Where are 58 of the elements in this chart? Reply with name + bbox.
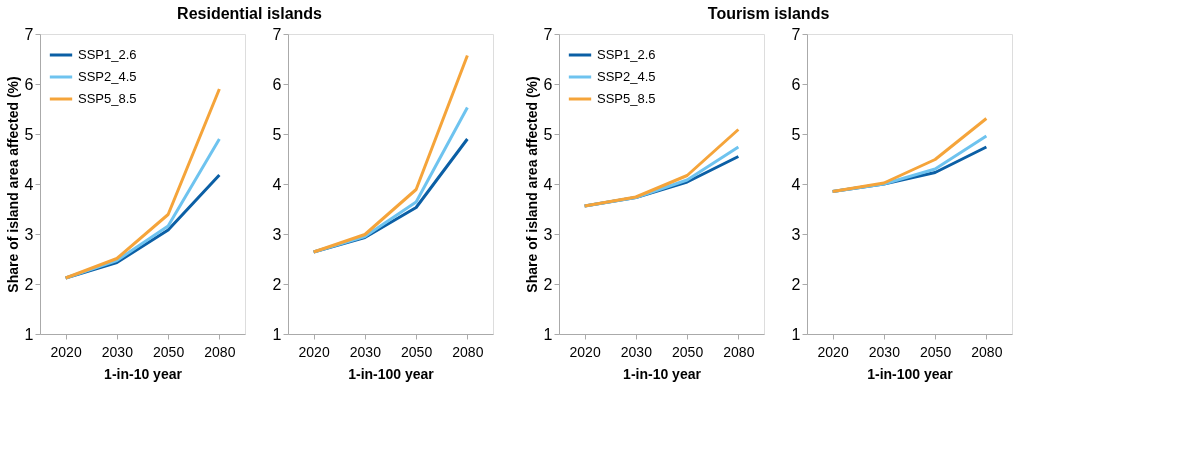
x-tick-label: 2080	[204, 343, 236, 360]
x-tick-label: 2030	[868, 343, 901, 360]
x-tick-label: 2050	[153, 343, 185, 360]
y-axis-title: Share of island area affected (%)	[4, 76, 21, 293]
x-axis-title: 1-in-10 year	[104, 365, 183, 382]
y-tick-label: 7	[24, 25, 34, 43]
y-tick-label: 6	[791, 75, 801, 93]
x-tick-label: 2020	[50, 343, 82, 360]
y-tick-label: 2	[272, 275, 282, 293]
y-tick-label: 3	[543, 225, 553, 243]
x-axis-title: 1-in-100 year	[867, 365, 954, 382]
y-tick-label: 3	[791, 225, 801, 243]
y-tick-label: 4	[791, 175, 801, 193]
x-tick-label: 2030	[349, 343, 382, 360]
chart-title: Tourism islands	[707, 4, 830, 22]
y-tick-label: 6	[272, 75, 282, 93]
legend-label: SSP5_8.5	[78, 91, 137, 106]
y-tick-label: 4	[543, 175, 553, 193]
x-tick-label: 2080	[723, 343, 755, 360]
x-tick-label: 2080	[452, 343, 484, 360]
y-tick-label: 6	[24, 75, 34, 93]
x-tick-label: 2080	[971, 343, 1003, 360]
y-tick-label: 3	[24, 225, 34, 243]
y-tick-label: 1	[24, 325, 34, 343]
x-tick-label: 2020	[298, 343, 330, 360]
x-tick-label: 2050	[401, 343, 433, 360]
y-tick-label: 2	[543, 275, 553, 293]
y-tick-label: 5	[791, 125, 801, 143]
chart-title: Residential islands	[177, 4, 323, 22]
legend-label: SSP1_2.6	[597, 47, 656, 62]
x-tick-label: 2020	[569, 343, 601, 360]
legend-label: SSP1_2.6	[78, 47, 137, 62]
y-tick-label: 7	[272, 25, 282, 43]
y-tick-label: 4	[24, 175, 34, 193]
legend-label: SSP2_4.5	[78, 69, 137, 84]
y-tick-label: 7	[791, 25, 801, 43]
x-tick-label: 2020	[817, 343, 849, 360]
y-tick-label: 5	[24, 125, 34, 143]
y-tick-label: 4	[272, 175, 282, 193]
y-tick-label: 7	[543, 25, 553, 43]
y-tick-label: 1	[272, 325, 282, 343]
x-tick-label: 2030	[620, 343, 653, 360]
y-axis-title: Share of island area affected (%)	[523, 76, 540, 293]
y-tick-label: 2	[24, 275, 34, 293]
y-tick-label: 5	[272, 125, 282, 143]
y-tick-label: 2	[791, 275, 801, 293]
y-tick-label: 6	[543, 75, 553, 93]
legend-label: SSP2_4.5	[597, 69, 656, 84]
x-tick-label: 2030	[101, 343, 134, 360]
y-tick-label: 5	[543, 125, 553, 143]
y-tick-label: 1	[791, 325, 801, 343]
x-axis-title: 1-in-10 year	[623, 365, 702, 382]
y-tick-label: 1	[543, 325, 553, 343]
x-axis-title: 1-in-100 year	[348, 365, 435, 382]
y-tick-label: 3	[272, 225, 282, 243]
x-tick-label: 2050	[672, 343, 704, 360]
x-tick-label: 2050	[920, 343, 952, 360]
legend-label: SSP5_8.5	[597, 91, 656, 106]
